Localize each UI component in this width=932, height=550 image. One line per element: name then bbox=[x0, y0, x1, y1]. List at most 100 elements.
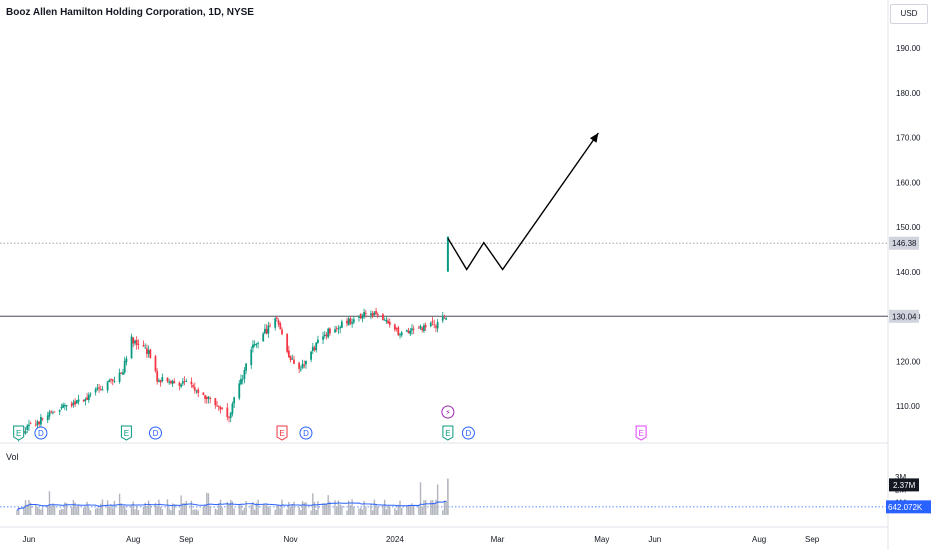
candle-body bbox=[75, 400, 78, 404]
volume-bar bbox=[276, 504, 278, 515]
candle-body bbox=[24, 431, 27, 434]
earnings-marker[interactable] bbox=[120, 425, 132, 441]
volume-bar bbox=[70, 507, 73, 515]
volume-bar bbox=[112, 508, 114, 515]
candle-body bbox=[28, 424, 30, 427]
candle-body bbox=[207, 396, 210, 399]
candle-body bbox=[421, 327, 424, 331]
time-tick-label: Sep bbox=[179, 535, 194, 544]
volume-bar bbox=[144, 502, 146, 515]
candle-body bbox=[228, 417, 230, 419]
candle-body bbox=[178, 382, 181, 386]
candle-body bbox=[409, 330, 412, 334]
dividend-marker[interactable] bbox=[34, 426, 48, 440]
candle-body bbox=[34, 424, 37, 426]
time-tick-label: Jun bbox=[648, 535, 661, 544]
candle-body bbox=[51, 412, 54, 414]
candle-body bbox=[313, 347, 316, 350]
volume-bar bbox=[312, 493, 314, 515]
volume-bar bbox=[325, 503, 328, 515]
currency-button[interactable]: USD bbox=[890, 4, 928, 24]
candle-body bbox=[122, 372, 124, 375]
volume-bar bbox=[241, 510, 244, 515]
time-tick-label: Mar bbox=[491, 535, 505, 544]
volume-bar bbox=[65, 502, 68, 515]
candle-body bbox=[219, 407, 222, 410]
volume-bar bbox=[288, 501, 290, 515]
volume-bar bbox=[363, 500, 365, 515]
volume-bar bbox=[401, 507, 403, 515]
volume-bar bbox=[348, 500, 350, 515]
earnings-marker[interactable] bbox=[635, 425, 647, 441]
earnings-marker[interactable] bbox=[13, 425, 25, 441]
time-tick-label: Nov bbox=[283, 535, 297, 544]
projection-arrow-path[interactable] bbox=[447, 132, 599, 271]
volume-bar bbox=[101, 499, 104, 515]
candle-body bbox=[94, 389, 97, 393]
volume-tick-label: 3M bbox=[895, 473, 906, 482]
candle-body bbox=[205, 397, 208, 400]
candle-body bbox=[241, 379, 244, 381]
volume-bar bbox=[62, 509, 64, 515]
candle-body bbox=[106, 381, 109, 391]
dividend-marker[interactable] bbox=[461, 426, 475, 440]
candle-body bbox=[433, 323, 436, 325]
price-axis[interactable]: 110.00120.00130.00140.00150.00160.00170.… bbox=[896, 44, 921, 411]
volume-bar bbox=[110, 505, 112, 515]
volume-bar bbox=[412, 504, 415, 515]
volume-bar bbox=[423, 500, 425, 515]
candle-body bbox=[58, 409, 61, 412]
candle-body bbox=[399, 334, 401, 336]
candle-body bbox=[60, 407, 63, 409]
candle-body bbox=[26, 425, 29, 430]
candle-body bbox=[110, 379, 112, 381]
candle-body bbox=[111, 379, 114, 381]
candlestick-series[interactable] bbox=[16, 236, 449, 442]
candle-body bbox=[349, 318, 352, 324]
volume-ma-tag: 642.072K bbox=[886, 500, 931, 514]
earnings-marker[interactable] bbox=[276, 425, 288, 441]
event-markers[interactable]: E D E D E D ⚡ E D E bbox=[13, 405, 647, 441]
dividend-marker[interactable] bbox=[148, 426, 162, 440]
candle-body bbox=[120, 372, 123, 374]
candle-body bbox=[214, 398, 217, 406]
volume-bar bbox=[122, 505, 124, 515]
candle-body bbox=[38, 421, 41, 424]
candle-body bbox=[364, 313, 367, 314]
volume-bar bbox=[221, 507, 223, 515]
candle-body bbox=[202, 392, 205, 395]
candle-body bbox=[181, 381, 184, 384]
candle-body bbox=[185, 381, 188, 382]
svg-text:146.38: 146.38 bbox=[892, 239, 917, 248]
volume-bar bbox=[238, 504, 240, 515]
split-marker[interactable] bbox=[441, 405, 455, 419]
volume-pane-label[interactable]: Vol bbox=[6, 452, 19, 462]
candle-body bbox=[412, 328, 415, 330]
volume-bar bbox=[60, 508, 63, 515]
earnings-marker[interactable] bbox=[442, 425, 454, 441]
price-tick-label: 120.00 bbox=[896, 357, 921, 366]
candle-body bbox=[340, 321, 343, 328]
candle-body bbox=[62, 404, 65, 408]
dividend-marker-label: D bbox=[153, 429, 159, 438]
candle-body bbox=[293, 359, 295, 364]
volume-bar bbox=[98, 508, 100, 515]
volume-bar bbox=[445, 500, 447, 515]
earnings-marker-label: E bbox=[16, 429, 21, 438]
volume-bar bbox=[359, 507, 362, 515]
price-tick-label: 110.00 bbox=[896, 402, 920, 411]
candle-body bbox=[311, 346, 314, 352]
volume-bar bbox=[124, 505, 126, 515]
volume-bar bbox=[182, 502, 184, 515]
price-tick-label: 150.00 bbox=[896, 223, 921, 232]
volume-bar bbox=[301, 501, 304, 515]
candle-body bbox=[424, 324, 427, 328]
candle-body bbox=[359, 314, 362, 319]
time-axis[interactable]: Jun Aug Sep Nov 2024 Mar May Jun Aug Sep bbox=[22, 535, 819, 544]
candle-body bbox=[87, 394, 90, 401]
volume-bar bbox=[134, 509, 136, 515]
volume-bar bbox=[279, 508, 282, 515]
candle-body bbox=[63, 405, 66, 407]
dividend-marker[interactable] bbox=[299, 426, 313, 440]
